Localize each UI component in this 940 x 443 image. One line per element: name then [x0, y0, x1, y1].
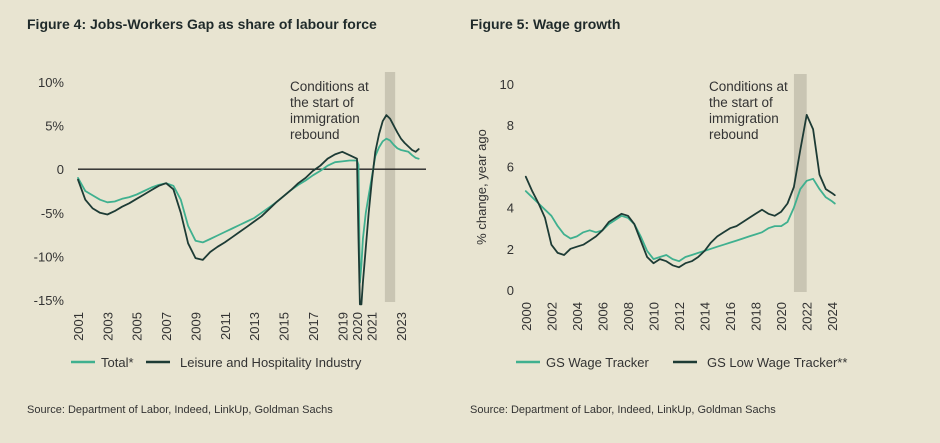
y-tick-label: -5%: [41, 206, 65, 221]
figure-4-chart: 10% 5% 0 -5% -10% -15% 2001 2003 2005 2007 2009 201…: [34, 72, 426, 370]
y-axis-title: % change, year ago: [474, 129, 489, 245]
annotation-text: Conditions at the start of immigration rebo…: [290, 79, 369, 142]
figure-4-title: Figure 4: Jobs-Workers Gap as share of l…: [27, 16, 377, 32]
y-tick-label: 8: [507, 118, 514, 133]
annotation-line: rebound: [290, 127, 340, 142]
figure-5-title: Figure 5: Wage growth: [470, 16, 621, 32]
x-tick-label: 2012: [672, 302, 687, 331]
x-tick-label: 2022: [800, 302, 815, 331]
legend-label-1: GS Wage Tracker: [546, 355, 649, 370]
annotation-line: immigration: [709, 111, 779, 126]
x-tick-label: 2011: [218, 312, 233, 340]
annotation-line: Conditions at: [709, 79, 788, 94]
shaded-region: [384, 72, 396, 302]
x-tick-label: 2000: [519, 302, 534, 331]
figure-5-source: Source: Department of Labor, Indeed, Lin…: [470, 404, 776, 416]
figure-5-panel: Figure 5: Wage growth 10 8 6 4 2 0 2000 2002 200…: [470, 0, 940, 443]
x-tick-label: 2015: [277, 312, 292, 341]
x-tick-label: 2019: [335, 312, 350, 341]
y-tick-label: 6: [507, 159, 514, 174]
annotation-text: Conditions at the start of immigration rebo…: [709, 79, 788, 142]
figure-4-source: Source: Department of Labor, Indeed, Lin…: [27, 404, 333, 416]
y-tick-label: 0: [57, 162, 64, 177]
x-tick-label: 2018: [749, 302, 764, 331]
x-tick-label: 2017: [306, 312, 321, 341]
annotation-line: the start of: [709, 95, 773, 110]
annotation-line: rebound: [709, 127, 759, 142]
x-tick-label: 2004: [570, 302, 585, 331]
x-tick-label: 2007: [159, 312, 174, 341]
annotation-line: Conditions at: [290, 79, 369, 94]
x-tick-label: 2020: [774, 302, 789, 331]
x-tick-label: 2016: [723, 302, 738, 331]
x-tick-label: 2003: [100, 312, 115, 341]
figure-5-chart: 10 8 6 4 2 0 2000 2002 2004 2006 2008 2010 2012 2014 2…: [474, 74, 847, 370]
legend-label-2: Leisure and Hospitality Industry: [180, 355, 362, 370]
x-tick-label: 2014: [698, 302, 713, 331]
y-tick-label: 10: [500, 77, 514, 92]
x-tick-label: 2005: [130, 312, 145, 341]
x-tick-label: 2021: [365, 312, 380, 341]
series-line-1: [524, 177, 836, 263]
x-tick-label: 2002: [544, 302, 559, 331]
y-tick-label: -10%: [34, 249, 65, 264]
x-tick-label: 2008: [621, 302, 636, 331]
x-tick-label: 2010: [646, 302, 661, 331]
y-tick-label: 0: [507, 283, 514, 298]
x-tick-label: 2024: [825, 302, 840, 331]
series-line-2: [524, 114, 836, 269]
y-tick-label: -15%: [34, 293, 65, 308]
y-tick-label: 10%: [38, 75, 64, 90]
y-tick-label: 4: [507, 201, 514, 216]
y-tick-label: 2: [507, 242, 514, 257]
x-tick-label: 2006: [595, 302, 610, 331]
legend-label-2: GS Low Wage Tracker**: [707, 355, 847, 370]
annotation-line: the start of: [290, 95, 354, 110]
legend-label-1: Total*: [101, 355, 134, 370]
series-line-2: [77, 114, 420, 306]
y-tick-label: 5%: [45, 119, 64, 134]
annotation-line: immigration: [290, 111, 360, 126]
series-line-1: [77, 137, 420, 284]
x-tick-label: 2013: [247, 312, 262, 341]
x-tick-label: 2023: [394, 312, 409, 341]
x-tick-label: 2009: [188, 312, 203, 341]
x-tick-label: 2020: [350, 312, 365, 341]
figure-4-panel: Figure 4: Jobs-Workers Gap as share of l…: [27, 16, 426, 416]
x-tick-label: 2001: [71, 312, 86, 341]
